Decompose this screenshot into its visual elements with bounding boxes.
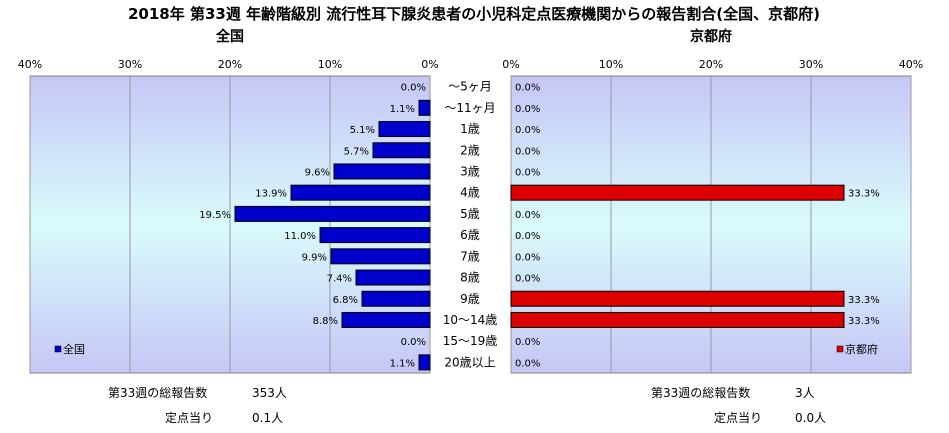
national-data-label: 5.1% xyxy=(350,125,375,136)
category-label: 9歳 xyxy=(460,292,480,306)
national-data-label: 19.5% xyxy=(199,210,231,221)
national-data-label: 5.7% xyxy=(344,146,369,157)
kyoto-data-label: 33.3% xyxy=(848,316,880,327)
kyoto-bar xyxy=(510,311,845,328)
right-tick-label: 20% xyxy=(699,58,723,71)
left-tick-label: 30% xyxy=(118,58,142,71)
kyoto-data-label: 33.3% xyxy=(848,295,880,306)
kyoto-per-label: 定点当り xyxy=(714,411,763,425)
national-bar xyxy=(330,248,431,265)
kyoto-data-label: 0.0% xyxy=(515,167,540,178)
kyoto-data-label: 33.3% xyxy=(848,189,880,200)
national-bar xyxy=(378,121,431,138)
kyoto-bar xyxy=(510,184,845,201)
category-label: 5歳 xyxy=(460,207,480,221)
national-data-label: 1.1% xyxy=(390,104,415,115)
national-data-label: 0.0% xyxy=(401,83,426,94)
national-legend-label: 全国 xyxy=(63,342,85,356)
category-label: 1歳 xyxy=(460,122,480,136)
kyoto-total-label: 第33週の総報告数 xyxy=(651,386,751,400)
chart-title: 2018年 第33週 年齢階級別 流行性耳下腺炎患者の小児科定点医療機関からの報… xyxy=(128,5,820,23)
national-legend-swatch xyxy=(54,345,62,353)
category-label: 20歳以上 xyxy=(444,355,495,369)
kyoto-data-label: 0.0% xyxy=(515,274,540,285)
kyoto-data-label: 0.0% xyxy=(515,104,540,115)
category-label: ～11ヶ月 xyxy=(444,101,495,115)
category-label: 7歳 xyxy=(460,249,480,263)
national-bar xyxy=(341,311,431,328)
kyoto-data-label: 0.0% xyxy=(515,125,540,136)
category-label: 4歳 xyxy=(460,186,480,200)
national-bar xyxy=(234,205,431,222)
right-tick-label: 0% xyxy=(502,58,519,71)
category-label: 10～14歳 xyxy=(443,313,498,327)
kyoto-legend-label: 京都府 xyxy=(845,342,878,356)
kyoto-bar xyxy=(510,290,845,307)
national-bar xyxy=(355,269,431,286)
right-tick-label: 10% xyxy=(599,58,623,71)
national-data-label: 7.4% xyxy=(327,274,352,285)
right-tick-label: 30% xyxy=(799,58,823,71)
kyoto-data-label: 0.0% xyxy=(515,83,540,94)
national-bar xyxy=(333,163,431,180)
category-label: 2歳 xyxy=(460,143,480,157)
kyoto-data-label: 0.0% xyxy=(515,252,540,263)
category-label: 6歳 xyxy=(460,228,480,242)
kyoto-data-label: 0.0% xyxy=(515,337,540,348)
national-per-value: 0.1人 xyxy=(252,411,284,425)
national-bar xyxy=(418,99,431,116)
left-tick-label: 40% xyxy=(18,58,42,71)
national-data-label: 9.6% xyxy=(305,167,330,178)
national-bar xyxy=(361,290,431,307)
national-data-label: 6.8% xyxy=(333,295,358,306)
kyoto-data-label: 0.0% xyxy=(515,231,540,242)
category-label: 8歳 xyxy=(460,271,480,285)
left-panel-title: 全国 xyxy=(215,28,244,45)
kyoto-data-label: 0.0% xyxy=(515,210,540,221)
kyoto-data-label: 0.0% xyxy=(515,146,540,157)
national-data-label: 11.0% xyxy=(284,231,316,242)
left-tick-label: 10% xyxy=(318,58,342,71)
category-label: 15～19歳 xyxy=(443,334,498,348)
national-per-label: 定点当り xyxy=(165,411,214,425)
kyoto-legend-swatch xyxy=(836,345,844,353)
national-data-label: 0.0% xyxy=(401,337,426,348)
kyoto-data-label: 0.0% xyxy=(515,358,540,369)
kyoto-per-value: 0.0人 xyxy=(795,411,827,425)
national-data-label: 8.8% xyxy=(313,316,338,327)
category-label: 3歳 xyxy=(460,164,480,178)
national-data-label: 9.9% xyxy=(302,252,327,263)
category-label: ～5ヶ月 xyxy=(448,80,492,94)
kyoto-total-value: 3人 xyxy=(795,386,815,400)
national-bar xyxy=(319,227,431,244)
national-total-value: 353人 xyxy=(252,386,287,400)
national-data-label: 13.9% xyxy=(255,189,287,200)
national-total-label: 第33週の総報告数 xyxy=(108,386,208,400)
national-data-label: 1.1% xyxy=(390,358,415,369)
national-bar xyxy=(290,184,431,201)
right-panel-title: 京都府 xyxy=(690,28,732,45)
left-tick-label: 0% xyxy=(421,58,438,71)
national-bar xyxy=(418,354,431,371)
national-bar xyxy=(372,142,431,159)
left-tick-label: 20% xyxy=(218,58,242,71)
right-tick-label: 40% xyxy=(899,58,923,71)
